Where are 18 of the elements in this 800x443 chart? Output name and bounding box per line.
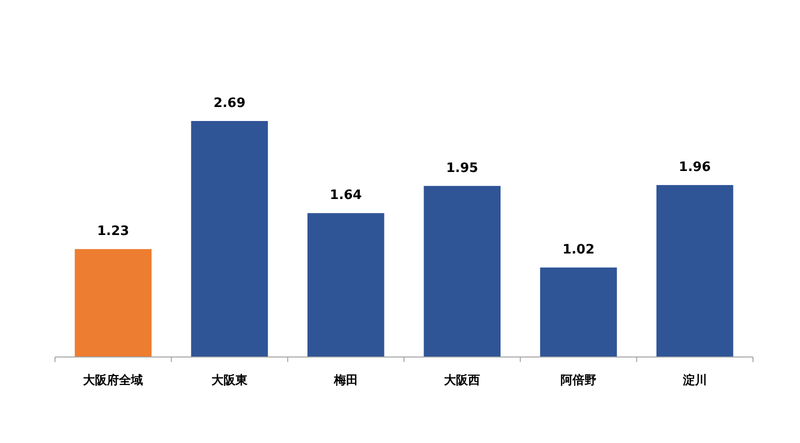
data-label: 1.64 bbox=[330, 188, 362, 204]
data-label: 1.96 bbox=[678, 160, 711, 176]
x-tick-label: 淀川 bbox=[682, 373, 707, 387]
bar bbox=[424, 186, 501, 357]
bar bbox=[74, 249, 152, 357]
bar bbox=[540, 268, 617, 357]
data-label: 2.69 bbox=[213, 96, 246, 111]
x-tick-label: 大阪府全域 bbox=[83, 373, 144, 387]
x-tick-label: 大阪西 bbox=[444, 373, 480, 387]
bar bbox=[191, 121, 268, 357]
x-tick-label: 阿倍野 bbox=[560, 373, 596, 387]
data-label: 1.02 bbox=[562, 242, 595, 258]
x-tick-label: 大阪東 bbox=[212, 373, 248, 387]
bar bbox=[656, 185, 734, 357]
x-tick-label: 梅田 bbox=[332, 373, 358, 387]
data-label: 1.23 bbox=[97, 224, 130, 240]
data-label: 1.95 bbox=[446, 160, 478, 176]
bar bbox=[307, 213, 384, 357]
